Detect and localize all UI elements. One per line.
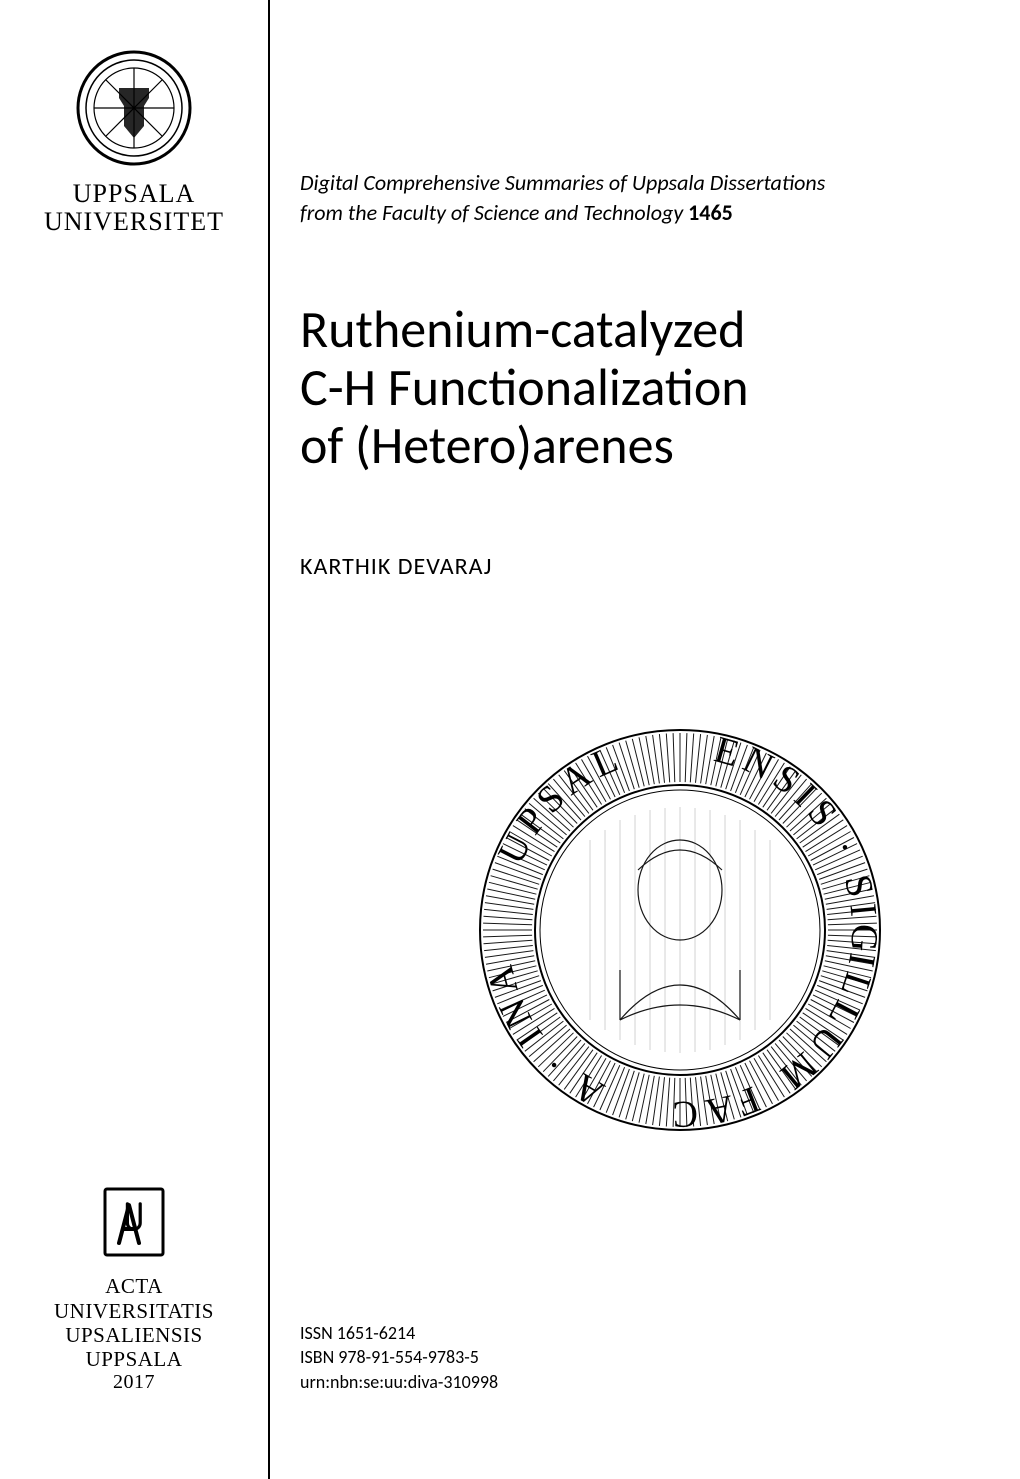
left-column: UPPSALA UNIVERSITET ACTA UNIVERSITATIS U… [0, 0, 268, 1479]
author-name: KARTHIK DEVARAJ [300, 552, 492, 581]
acta-line-1: ACTA [0, 1274, 268, 1298]
isbn-line: ISBN 978-91-554-9783-5 [300, 1345, 498, 1369]
title-line-2: C-H Functionalization [300, 358, 980, 416]
series-number: 1465 [688, 199, 733, 226]
acta-line-2: UNIVERSITATIS [0, 1299, 268, 1323]
author-block: KARTHIK DEVARAJ [300, 552, 492, 581]
acta-line-5: 2017 [0, 1371, 268, 1394]
title-line-1: Ruthenium-catalyzed [300, 300, 980, 358]
publication-info-block: ISSN 1651-6214 ISBN 978-91-554-9783-5 ur… [300, 1321, 498, 1394]
title-line-3: of (Hetero)arenes [300, 416, 980, 474]
urn-line: urn:nbn:se:uu:diva-310998 [300, 1370, 498, 1394]
acta-line-3: UPSALIENSIS [0, 1323, 268, 1347]
university-crest-icon [74, 48, 194, 168]
right-column: Digital Comprehensive Summaries of Uppsa… [300, 0, 1000, 1479]
vertical-divider [268, 0, 270, 1479]
series-line-1: Digital Comprehensive Summaries of Uppsa… [300, 168, 960, 198]
acta-line-4: UPPSALA [0, 1347, 268, 1371]
acta-block: ACTA UNIVERSITATIS UPSALIENSIS UPPSALA 2… [0, 1183, 268, 1394]
university-name-bottom: UNIVERSITET [0, 207, 268, 237]
university-logo-block: UPPSALA UNIVERSITET [0, 48, 268, 237]
series-block: Digital Comprehensive Summaries of Uppsa… [300, 168, 960, 227]
series-line-2-prefix: from the Faculty of Science and Technolo… [300, 199, 688, 226]
page-root: UPPSALA UNIVERSITET ACTA UNIVERSITATIS U… [0, 0, 1020, 1479]
title-block: Ruthenium-catalyzed C-H Functionalizatio… [300, 300, 980, 475]
dissertation-seal-icon: UPSAL ENSIS · SIG ILLUM FAC [470, 720, 890, 1140]
acta-logo-icon [99, 1183, 169, 1261]
university-name-top: UPPSALA [0, 179, 268, 209]
issn-line: ISSN 1651-6214 [300, 1321, 498, 1345]
series-line-2: from the Faculty of Science and Technolo… [300, 198, 960, 228]
